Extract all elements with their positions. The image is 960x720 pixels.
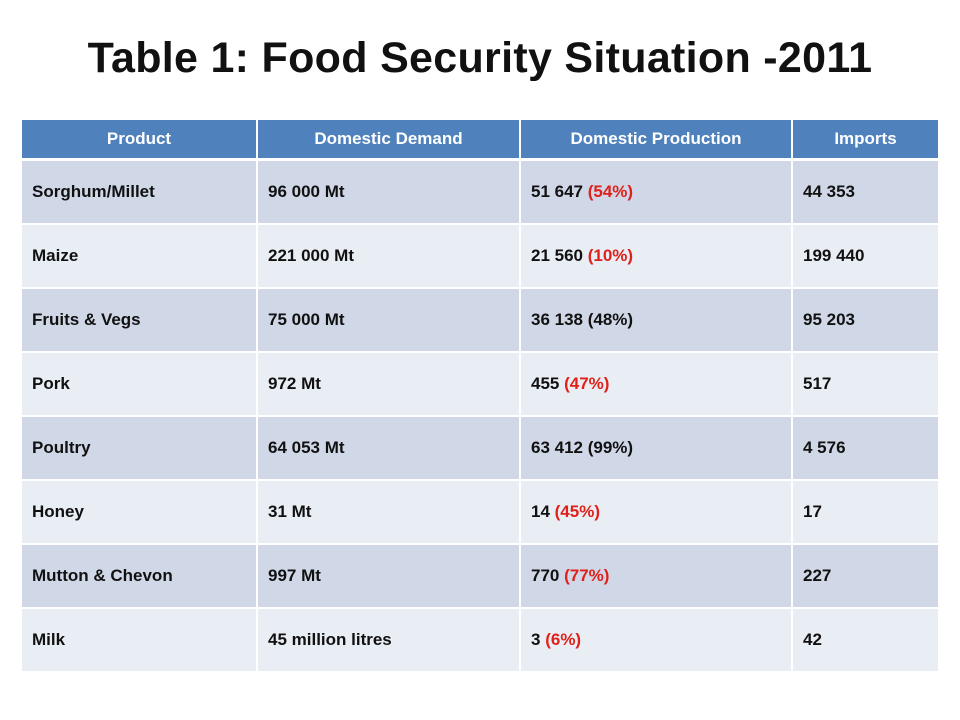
table-header: Product Domestic Demand Domestic Product… [22, 120, 938, 161]
production-percent: (6%) [545, 630, 582, 649]
table-row: Pork 972 Mt 455 (47%) 517 [22, 351, 938, 416]
production-value: 3 [531, 630, 541, 649]
production-value: 455 [531, 374, 565, 393]
demand-cell: 64 053 Mt [256, 415, 520, 480]
product-cell: Milk [22, 607, 257, 671]
production-cell: 63 412 (99%) [519, 415, 792, 480]
product-cell: Honey [22, 479, 257, 544]
table-row: Poultry 64 053 Mt 63 412 (99%) 4 576 [22, 415, 938, 480]
imports-cell: 44 353 [791, 158, 938, 224]
production-value: 770 [531, 566, 565, 585]
product-cell: Mutton & Chevon [22, 543, 257, 608]
production-cell: 3 (6%) [519, 607, 792, 671]
production-cell: 455 (47%) [519, 351, 792, 416]
production-percent: (54%) [587, 182, 634, 201]
production-value: 14 [531, 502, 555, 521]
product-cell: Fruits & Vegs [22, 287, 257, 352]
production-percent: (77%) [564, 566, 610, 585]
product-cell: Pork [22, 351, 257, 416]
imports-cell: 517 [791, 351, 938, 416]
production-value: 21 560 [531, 246, 583, 265]
production-percent: (45%) [554, 502, 600, 521]
imports-cell: 199 440 [791, 223, 938, 288]
table-row: Milk 45 million litres 3 (6%) 42 [22, 607, 938, 671]
table-row: Sorghum/Millet 96 000 Mt 51 647 (54%) 44… [22, 158, 938, 224]
production-value: 36 138 (48%) [531, 310, 634, 329]
production-value: 63 412 (99%) [531, 438, 634, 457]
demand-cell: 221 000 Mt [256, 223, 520, 288]
production-percent: (10%) [587, 246, 634, 265]
product-cell: Sorghum/Millet [22, 158, 257, 224]
header-domestic-demand: Domestic Demand [256, 120, 520, 161]
food-security-table: Product Domestic Demand Domestic Product… [22, 120, 938, 671]
production-cell: 51 647 (54%) [519, 158, 792, 224]
imports-cell: 4 576 [791, 415, 938, 480]
production-value: 51 647 [531, 182, 588, 201]
production-cell: 14 (45%) [519, 479, 792, 544]
table-row: Maize 221 000 Mt 21 560 (10%) 199 440 [22, 223, 938, 288]
product-cell: Poultry [22, 415, 257, 480]
demand-cell: 45 million litres [256, 607, 520, 671]
production-percent: (47%) [564, 374, 610, 393]
header-domestic-production: Domestic Production [519, 120, 792, 161]
imports-cell: 95 203 [791, 287, 938, 352]
imports-cell: 42 [791, 607, 938, 671]
demand-cell: 972 Mt [256, 351, 520, 416]
table-row: Honey 31 Mt 14 (45%) 17 [22, 479, 938, 544]
production-cell: 770 (77%) [519, 543, 792, 608]
imports-cell: 227 [791, 543, 938, 608]
header-product: Product [22, 120, 257, 161]
demand-cell: 75 000 Mt [256, 287, 520, 352]
demand-cell: 96 000 Mt [256, 158, 520, 224]
table-body: Sorghum/Millet 96 000 Mt 51 647 (54%) 44… [22, 158, 938, 671]
table-row: Fruits & Vegs 75 000 Mt 36 138 (48%) 95 … [22, 287, 938, 352]
production-cell: 21 560 (10%) [519, 223, 792, 288]
product-cell: Maize [22, 223, 257, 288]
header-imports: Imports [791, 120, 938, 161]
demand-cell: 997 Mt [256, 543, 520, 608]
imports-cell: 17 [791, 479, 938, 544]
table-row: Mutton & Chevon 997 Mt 770 (77%) 227 [22, 543, 938, 608]
demand-cell: 31 Mt [256, 479, 520, 544]
page-title: Table 1: Food Security Situation -2011 [87, 34, 873, 82]
production-cell: 36 138 (48%) [519, 287, 792, 352]
header-row: Product Domestic Demand Domestic Product… [22, 120, 938, 161]
